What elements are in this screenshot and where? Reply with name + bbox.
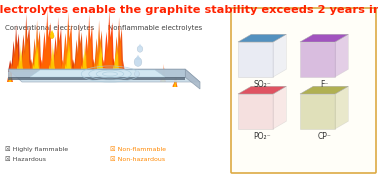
Polygon shape xyxy=(50,17,65,72)
Polygon shape xyxy=(300,42,335,77)
Polygon shape xyxy=(51,28,62,72)
Polygon shape xyxy=(81,14,96,72)
Text: SO₂⁻: SO₂⁻ xyxy=(253,80,271,89)
Polygon shape xyxy=(7,64,13,82)
Polygon shape xyxy=(73,32,83,72)
Polygon shape xyxy=(96,40,104,72)
Polygon shape xyxy=(238,94,273,129)
Polygon shape xyxy=(238,86,286,94)
Polygon shape xyxy=(8,71,11,82)
Text: New electrolytes enable the graphite stability exceeds 2 years in PIBs.: New electrolytes enable the graphite sta… xyxy=(0,5,378,15)
Polygon shape xyxy=(135,55,141,60)
Polygon shape xyxy=(29,20,43,72)
Polygon shape xyxy=(160,64,166,82)
Polygon shape xyxy=(172,72,178,87)
Polygon shape xyxy=(17,44,23,72)
Polygon shape xyxy=(65,38,71,72)
Text: PO₂⁻: PO₂⁻ xyxy=(253,132,271,141)
Ellipse shape xyxy=(50,33,54,39)
Polygon shape xyxy=(238,42,273,77)
Polygon shape xyxy=(17,14,33,72)
Text: F⁻: F⁻ xyxy=(320,80,328,89)
Polygon shape xyxy=(135,69,139,73)
Polygon shape xyxy=(48,42,56,72)
Polygon shape xyxy=(31,30,41,72)
Polygon shape xyxy=(8,69,185,77)
Polygon shape xyxy=(113,42,119,72)
Polygon shape xyxy=(300,86,348,94)
Polygon shape xyxy=(238,34,286,42)
Polygon shape xyxy=(59,12,75,72)
Polygon shape xyxy=(93,30,103,72)
Polygon shape xyxy=(40,22,52,72)
Polygon shape xyxy=(300,34,348,42)
Polygon shape xyxy=(138,44,143,47)
Polygon shape xyxy=(174,78,176,87)
Polygon shape xyxy=(273,86,286,129)
Polygon shape xyxy=(111,17,125,72)
Text: ☒ Non-flammable: ☒ Non-flammable xyxy=(110,147,166,152)
Polygon shape xyxy=(50,30,54,34)
Polygon shape xyxy=(113,28,123,72)
Polygon shape xyxy=(8,69,200,82)
Ellipse shape xyxy=(137,46,143,52)
Polygon shape xyxy=(300,94,335,129)
Polygon shape xyxy=(100,10,116,72)
Polygon shape xyxy=(81,44,87,72)
Text: CP⁻: CP⁻ xyxy=(317,132,331,141)
Polygon shape xyxy=(38,10,54,72)
Polygon shape xyxy=(71,22,85,72)
Ellipse shape xyxy=(135,71,139,77)
Polygon shape xyxy=(91,20,105,72)
FancyBboxPatch shape xyxy=(231,8,376,173)
Polygon shape xyxy=(102,22,114,72)
Polygon shape xyxy=(335,34,348,77)
Polygon shape xyxy=(8,77,185,80)
Polygon shape xyxy=(185,69,200,89)
Text: Conventional electrolytes: Conventional electrolytes xyxy=(5,25,94,31)
Polygon shape xyxy=(82,26,93,72)
Polygon shape xyxy=(61,24,73,72)
Polygon shape xyxy=(33,40,39,72)
Polygon shape xyxy=(30,70,165,77)
Polygon shape xyxy=(10,34,20,72)
Polygon shape xyxy=(161,71,164,82)
Polygon shape xyxy=(335,86,348,129)
Polygon shape xyxy=(273,34,286,77)
Polygon shape xyxy=(19,26,31,72)
Text: ☒ Highly flammable: ☒ Highly flammable xyxy=(5,146,68,152)
Polygon shape xyxy=(8,24,22,72)
Text: ☒ Hazardous: ☒ Hazardous xyxy=(5,157,46,162)
Text: Nonflammable electrolytes: Nonflammable electrolytes xyxy=(108,25,202,31)
Text: ☒ Non-hazardous: ☒ Non-hazardous xyxy=(110,157,165,162)
Ellipse shape xyxy=(134,58,142,66)
